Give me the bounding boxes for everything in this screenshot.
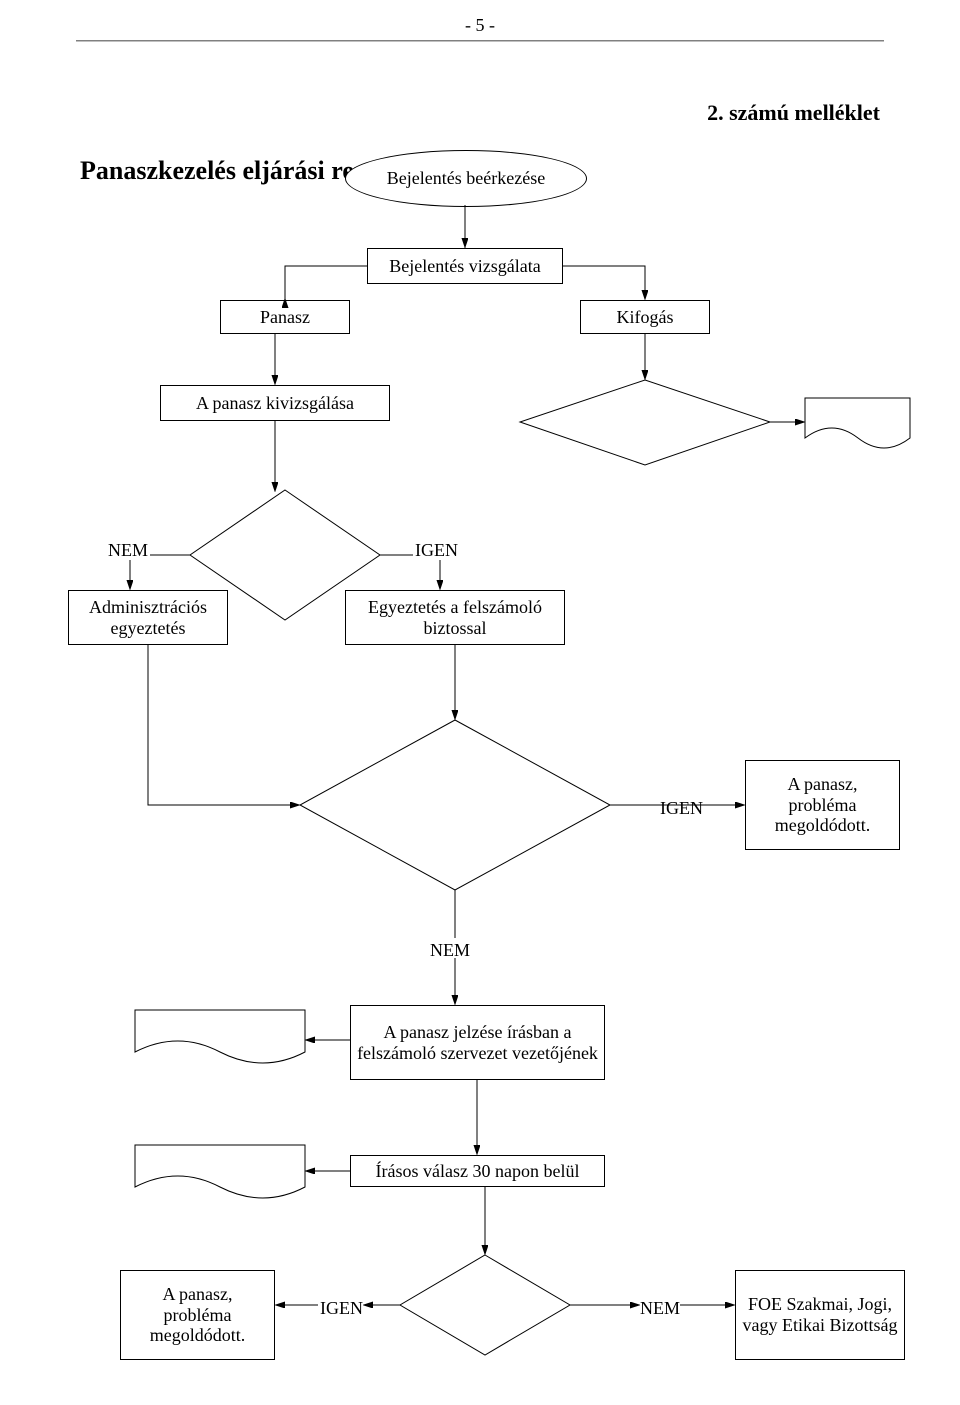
label-nem-2: NEM [430, 940, 470, 961]
node-megold1-label: A panasz, probléma megoldódott. [752, 774, 893, 836]
label-nem-1: NEM [108, 540, 148, 561]
node-birosag-label: Illetékes bíróság [586, 413, 704, 434]
node-foe-label: FOE Szakmai, Jogi, vagy Etikai Bizottság [742, 1294, 898, 1335]
attachment-heading: 2. számú melléklet [707, 100, 880, 126]
node-valaszlevel-label-wrap: Válaszlevél [135, 1147, 305, 1187]
label-igen-1: IGEN [415, 540, 458, 561]
divider [76, 40, 884, 42]
node-admin-label: Adminisztrációs egyeztetés [75, 597, 221, 638]
node-kivizsg: A panasz kivizsgálása [160, 385, 390, 421]
node-vizsgalata-label: Bejelentés vizsgálata [389, 256, 540, 277]
node-panaszlap-label-wrap: Panaszlap [135, 1012, 305, 1052]
node-megall-label-wrap: Egyeztetést követően született megállapo… [380, 760, 530, 855]
node-szakmai-label-wrap: Szakmai jellegű a panasz? [225, 518, 345, 598]
node-valaszlevel-label: Válaszlevél [178, 1157, 262, 1178]
node-kifogas: Kifogás [580, 300, 710, 334]
node-start: Bejelentés beérkezése [345, 150, 587, 207]
node-panasz-label: Panasz [260, 307, 310, 328]
node-egyezt-label: Egyeztetés a felszámoló biztossal [352, 597, 558, 638]
node-panasz: Panasz [220, 300, 350, 334]
node-birosag-label-wrap: Illetékes bíróság [565, 398, 725, 448]
node-foe: FOE Szakmai, Jogi, vagy Etikai Bizottság [735, 1270, 905, 1360]
node-vegzes-label: Végzés [831, 410, 884, 431]
label-nem-3: NEM [640, 1298, 680, 1319]
node-megold2: A panasz, probléma megoldódott. [120, 1270, 275, 1360]
node-start-label: Bejelentés beérkezése [387, 168, 545, 189]
node-vegzes-label-wrap: Végzés [805, 400, 910, 440]
node-irasos-label: Írásos válasz 30 napon belül [376, 1161, 580, 1182]
node-vizsgalata: Bejelentés vizsgálata [367, 248, 563, 284]
node-jelzes: A panasz jelzése írásban a felszámoló sz… [350, 1005, 605, 1080]
node-megall-label: Egyeztetést követően született megállapo… [380, 776, 530, 838]
node-megold1: A panasz, probléma megoldódott. [745, 760, 900, 850]
node-szakmai-label: Szakmai jellegű a panasz? [225, 537, 345, 578]
label-igen-2: IGEN [660, 798, 703, 819]
page-number: - 5 - [0, 15, 960, 36]
node-valaszelfog-label-wrap: Válasz elfogadása [430, 1282, 540, 1327]
node-valaszelfog-label: Válasz elfogadása [430, 1284, 540, 1325]
node-jelzes-label: A panasz jelzése írásban a felszámoló sz… [357, 1022, 598, 1063]
label-igen-3: IGEN [320, 1298, 363, 1319]
node-kivizsg-label: A panasz kivizsgálása [196, 393, 354, 414]
node-kifogas-label: Kifogás [617, 307, 674, 328]
node-panaszlap-label: Panaszlap [184, 1022, 256, 1043]
flowchart-svg-layer [0, 0, 960, 1405]
node-admin: Adminisztrációs egyeztetés [68, 590, 228, 645]
node-irasos: Írásos válasz 30 napon belül [350, 1155, 605, 1187]
node-megold2-label: A panasz, probléma megoldódott. [127, 1284, 268, 1346]
node-egyezt: Egyeztetés a felszámoló biztossal [345, 590, 565, 645]
